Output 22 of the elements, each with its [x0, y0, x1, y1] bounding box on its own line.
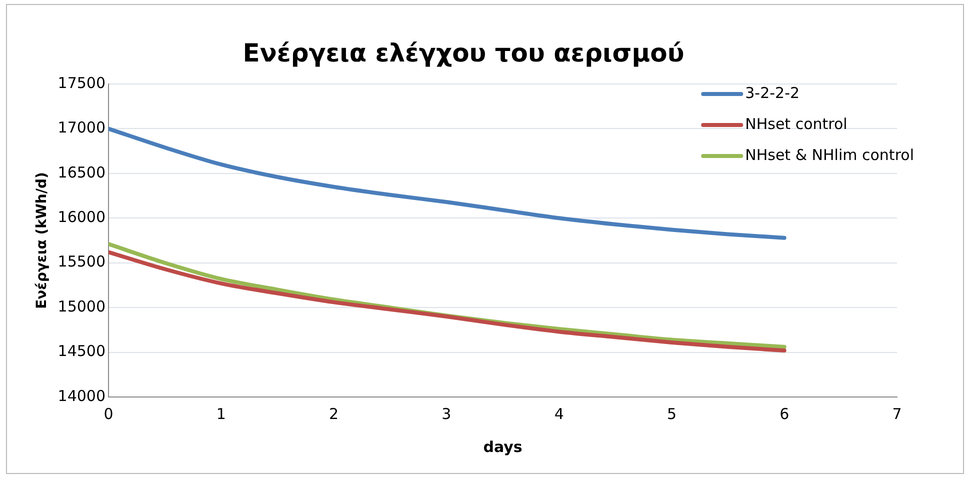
chart-title: Ενέργεια ελέγχου του αερισμού — [242, 38, 684, 68]
y-tick-label: 16000 — [58, 208, 106, 226]
y-tick-label: 15500 — [58, 252, 106, 271]
legend-label: NHset & NHlim control — [745, 146, 914, 164]
x-tick-label: 1 — [216, 404, 226, 423]
y-tick-label: 16500 — [58, 163, 106, 182]
x-tick-label: 3 — [442, 404, 452, 423]
x-tick-label: 0 — [104, 404, 114, 423]
y-tick-label: 14000 — [58, 386, 106, 405]
x-tick-label: 5 — [666, 404, 676, 423]
x-tick-label: 2 — [329, 404, 339, 423]
y-tick-label: 17500 — [58, 74, 106, 92]
y-axis-title: Ενέργεια (kWh/d) — [34, 172, 50, 309]
y-tick-label: 15000 — [58, 297, 106, 316]
x-tick-label: 6 — [780, 404, 790, 423]
x-axis-title: days — [483, 438, 522, 456]
legend-label: NHset control — [745, 114, 848, 133]
y-tick-label: 14500 — [58, 342, 106, 360]
y-tick-label: 17000 — [58, 118, 106, 137]
x-tick-label: 7 — [892, 404, 902, 423]
x-tick-label: 4 — [554, 404, 564, 423]
legend-label: 3-2-2-2 — [745, 84, 800, 102]
